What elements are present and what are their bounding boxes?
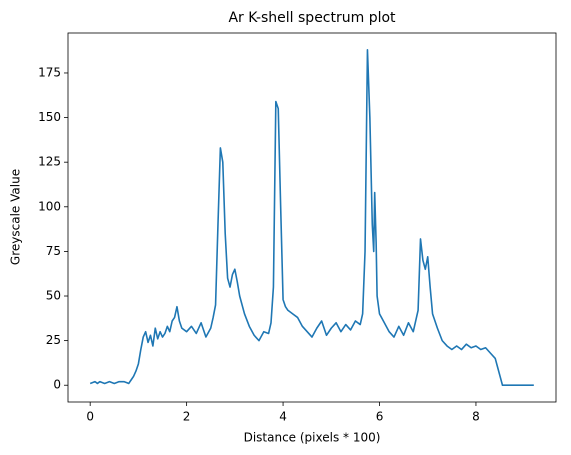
x-tick-label: 2 [183, 410, 191, 424]
x-tick-label: 4 [279, 410, 287, 424]
x-axis-label: Distance (pixels * 100) [244, 431, 381, 445]
y-tick-label: 75 [46, 244, 61, 258]
y-tick-label: 150 [38, 110, 61, 124]
y-tick-label: 25 [46, 333, 61, 347]
y-tick-label: 50 [46, 289, 61, 303]
y-tick-label: 100 [38, 199, 61, 213]
x-tick-label: 0 [86, 410, 94, 424]
y-tick-label: 0 [53, 378, 61, 392]
y-axis-label: Greyscale Value [9, 169, 23, 265]
x-tick-label: 6 [376, 410, 384, 424]
plot-frame [67, 32, 557, 403]
chart-title: Ar K-shell spectrum plot [228, 10, 396, 26]
x-tick-label: 8 [472, 410, 480, 424]
data-line [89, 48, 534, 387]
y-tick-label: 175 [38, 65, 61, 79]
y-tick-label: 125 [38, 155, 61, 169]
